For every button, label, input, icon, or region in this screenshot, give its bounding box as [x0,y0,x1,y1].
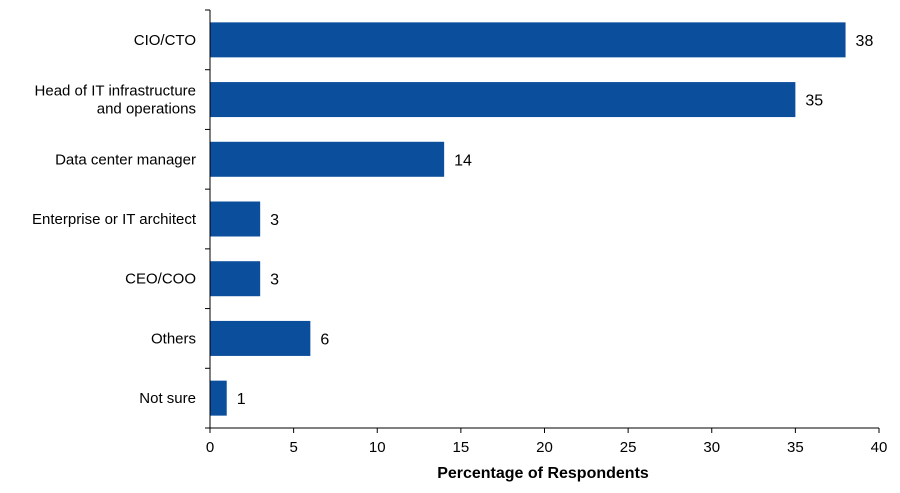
x-tick-label: 10 [369,439,386,456]
bar-value-label: 35 [805,93,823,110]
bars-layer [210,22,846,416]
bar-value-label: 38 [856,33,874,50]
x-tick-label: 25 [620,439,637,456]
bar [210,380,227,416]
bar [210,261,261,297]
bar [210,201,261,237]
bar [210,141,445,177]
x-tick-label: 0 [206,439,214,456]
bar-value-label: 1 [237,391,246,408]
x-tick-label: 15 [453,439,470,456]
x-tick-label: 35 [787,439,804,456]
bar-value-label: 6 [320,331,329,348]
category-label: Enterprise or IT architect [32,211,197,228]
category-label: Not sure [139,390,196,407]
bar-value-label: 3 [270,272,279,289]
category-label: Head of IT infrastructure [35,83,196,100]
x-tick-label: 40 [871,439,888,456]
labels-layer: 38 CIO/CTO 35 Head of IT infrastructureand … [32,32,873,408]
bar [210,22,846,58]
x-axis-title: Percentage of Respondents [437,465,649,482]
x-tick-label: 30 [703,439,720,456]
category-label: and operations [97,101,196,118]
axis-layer: 0 5 10 15 20 25 30 35 40 [205,9,888,456]
category-label: Data center manager [55,151,196,168]
x-tick-label: 5 [289,439,297,456]
bar-value-label: 3 [270,212,279,229]
category-label: CIO/CTO [134,32,196,49]
bar-value-label: 14 [454,152,472,169]
x-tick-label: 20 [536,439,553,456]
bar [210,320,311,356]
bar [210,82,796,118]
category-label: CEO/COO [125,271,196,288]
category-label: Others [151,330,196,347]
